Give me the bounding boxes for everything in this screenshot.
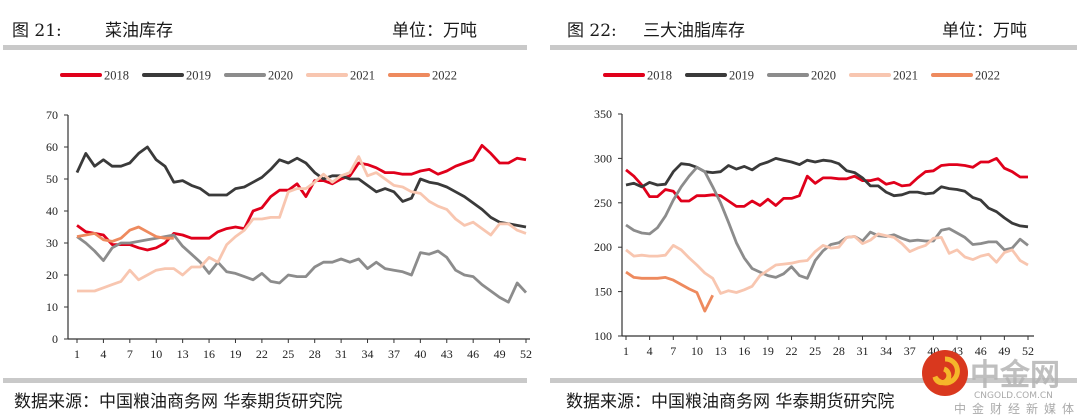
- series-line-2022: [625, 270, 714, 313]
- legend-label-2018: 2018: [647, 69, 672, 83]
- series-line-2022: [76, 225, 174, 243]
- x-tick-label: 46: [467, 347, 479, 361]
- x-tick-label: 10: [150, 347, 162, 361]
- y-tick-label: 30: [46, 236, 58, 250]
- legend-label-2019: 2019: [186, 69, 211, 83]
- y-tick-label: 200: [594, 240, 612, 254]
- figure-label-21: 图 21:: [12, 21, 62, 41]
- x-tick-label: 22: [256, 347, 268, 361]
- y-tick-label: 20: [46, 268, 58, 282]
- footer-divider: [3, 378, 527, 383]
- legend-label-2019: 2019: [729, 69, 754, 83]
- legend-label-2022: 2022: [432, 69, 457, 83]
- figure-label-22: 图 22:: [567, 21, 617, 41]
- x-tick-label: 22: [786, 344, 798, 358]
- legend-label-2021: 2021: [350, 69, 375, 83]
- x-tick-label: 40: [414, 347, 426, 361]
- series-line-2020: [625, 165, 1029, 280]
- x-tick-label: 16: [203, 347, 215, 361]
- header-divider: [3, 45, 527, 50]
- series-line-2021: [625, 232, 1029, 295]
- x-tick-label: 4: [100, 347, 106, 361]
- y-tick-label: 300: [594, 151, 612, 165]
- x-tick-label: 7: [127, 347, 133, 361]
- unit-label: 单位：万吨: [392, 21, 477, 41]
- svg-text:中金财经新媒体: 中金财经新媒体: [954, 401, 1080, 416]
- source-note: 数据来源：中国粮油商务网 华泰期货研究院: [566, 392, 895, 412]
- y-tick-label: 70: [46, 108, 58, 122]
- source-note: 数据来源：中国粮油商务网 华泰期货研究院: [14, 392, 343, 412]
- watermark-logo-icon: 中金网 CNGOLD.COM.CN 中金财经新媒体: [922, 350, 1080, 416]
- legend-label-2020: 2020: [268, 69, 293, 83]
- x-tick-label: 1: [74, 347, 80, 361]
- chart-2: 100 150 200 250 300 350 1 4 7 10 13 16 19 22 25 28 31 34 3…: [594, 69, 1034, 358]
- x-tick-label: 34: [362, 347, 374, 361]
- series-line-2018: [76, 143, 527, 252]
- y-tick-label: 100: [594, 329, 612, 343]
- x-tick-label: 1: [623, 344, 629, 358]
- x-tick-label: 25: [282, 347, 294, 361]
- series-line-2020: [76, 233, 528, 304]
- x-tick-label: 28: [309, 347, 321, 361]
- x-tick-label: 16: [738, 344, 750, 358]
- chart-title-rapeseed-oil: 菜油库存: [105, 21, 173, 41]
- svg-text:中金网: 中金网: [970, 358, 1060, 393]
- x-tick-label: 25: [809, 344, 821, 358]
- y-tick-label: 40: [46, 204, 58, 218]
- y-tick-label: 0: [52, 332, 58, 346]
- x-tick-label: 46: [975, 344, 987, 358]
- x-tick-label: 34: [880, 344, 892, 358]
- x-tick-label: 19: [229, 347, 241, 361]
- x-tick-label: 28: [833, 344, 845, 358]
- x-tick-label: 13: [177, 347, 189, 361]
- x-tick-label: 7: [670, 344, 676, 358]
- x-tick-label: 49: [998, 344, 1010, 358]
- y-tick-label: 150: [594, 285, 612, 299]
- x-tick-label: 31: [335, 347, 347, 361]
- x-tick-label: 52: [1022, 344, 1034, 358]
- y-tick-label: 250: [594, 196, 612, 210]
- legend-label-2020: 2020: [811, 69, 836, 83]
- legend-label-2018: 2018: [104, 69, 129, 83]
- series-line-2019: [75, 145, 527, 229]
- x-tick-label: 4: [647, 344, 653, 358]
- x-tick-label: 31: [856, 344, 868, 358]
- watermark-logo: 中金网 CNGOLD.COM.CN 中金财经新媒体: [920, 345, 1080, 417]
- svg-text:CNGOLD.COM.CN: CNGOLD.COM.CN: [974, 391, 1053, 401]
- x-tick-label: 13: [715, 344, 727, 358]
- footer-divider: [550, 378, 1077, 383]
- chart-title-three-oils: 三大油脂库存: [643, 21, 745, 41]
- chart-1: 0 10 20 30 40 50 60 70 1 4 7 10 13 16 19 22 25 28 31 34 37 40…: [46, 69, 532, 362]
- y-tick-label: 10: [46, 300, 58, 314]
- x-tick-label: 37: [904, 344, 916, 358]
- series-line-2021: [77, 155, 527, 293]
- x-tick-label: 19: [762, 344, 774, 358]
- x-tick-label: 43: [441, 347, 453, 361]
- x-tick-label: 10: [691, 344, 703, 358]
- x-tick-label: 49: [494, 347, 506, 361]
- series-line-2018: [625, 156, 1028, 208]
- x-tick-label: 37: [388, 347, 400, 361]
- y-tick-label: 50: [46, 172, 58, 186]
- series-line-2019: [625, 156, 1029, 229]
- unit-label: 单位：万吨: [942, 21, 1027, 41]
- legend-label-2022: 2022: [975, 69, 1000, 83]
- x-tick-label: 52: [520, 347, 532, 361]
- header-divider: [550, 45, 1077, 50]
- y-tick-label: 60: [46, 140, 58, 154]
- y-tick-label: 350: [594, 107, 612, 121]
- legend-label-2021: 2021: [893, 69, 918, 83]
